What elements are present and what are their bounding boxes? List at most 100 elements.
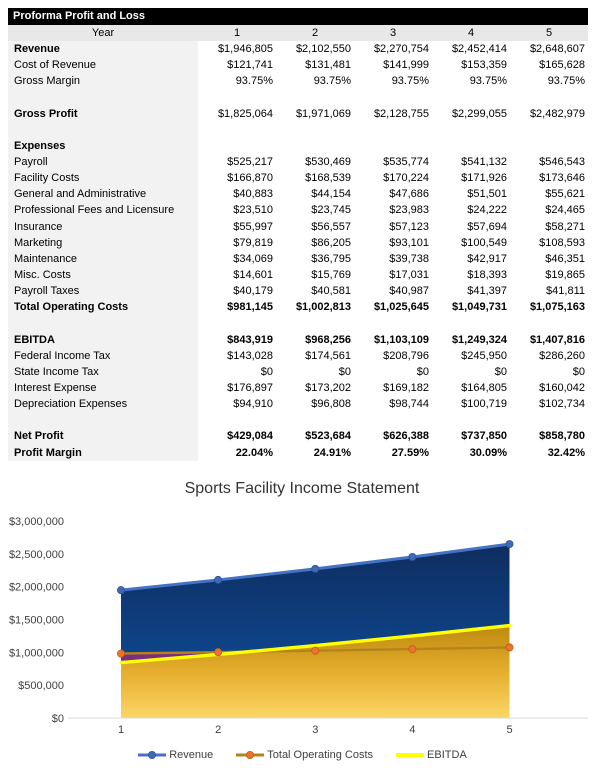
row-value-cell: [276, 89, 354, 106]
row-value-cell: $535,774: [354, 153, 432, 171]
row-value-cell: $23,745: [276, 202, 354, 219]
row-value-cell: $143,028: [198, 347, 276, 364]
row-value-cell: $40,883: [198, 186, 276, 203]
table-row: Gross Margin 93.75% 93.75% 93.75% 93.75% 93.7…: [8, 73, 588, 90]
row-label: [8, 412, 198, 429]
row-value-cell: $1,075,163: [510, 299, 588, 316]
legend-item-ebitda: EBITDA: [395, 749, 467, 761]
row-value-cell: $40,581: [276, 283, 354, 300]
row-value-cell: $165,628: [510, 57, 588, 74]
y-axis-tick-label: $1,000,000: [9, 647, 64, 659]
row-label: Insurance: [8, 218, 198, 235]
row-value-cell: $1,825,064: [198, 105, 276, 122]
table-row: Depreciation Expenses $94,910 $96,808 $98,7…: [8, 396, 588, 413]
year-header-cell: 1: [233, 27, 241, 39]
profit-and-loss-table: Proforma Profit and Loss Year 1 2 3 4 5 Reve…: [8, 8, 588, 461]
row-value-cell: $429,084: [198, 428, 276, 445]
report-rows: Revenue $1,946,805 $2,102,550 $2,270,754 $2,…: [8, 41, 588, 461]
year-header-cell: 2: [311, 27, 319, 39]
row-value-cell: $41,397: [432, 283, 510, 300]
chart-plot-area: $0 $500,000 $1,000,000 $1,500,000 $2,000,000…: [9, 516, 588, 736]
row-value-cell: $173,646: [510, 170, 588, 187]
y-axis-tick-label: $0: [52, 713, 64, 725]
row-value-cell: $100,549: [432, 234, 510, 251]
row-label: [8, 89, 198, 106]
row-value-cell: $2,648,607: [510, 41, 588, 58]
row-value-cell: $171,926: [432, 170, 510, 187]
row-value-cell: $286,260: [510, 347, 588, 364]
row-label: Total Operating Costs: [8, 299, 198, 316]
chart-title: Sports Facility Income Statement: [184, 480, 420, 497]
table-row: State Income Tax $0 $0 $0 $0 $0: [8, 363, 588, 380]
row-value-cell: 93.75%: [276, 73, 354, 90]
row-value-cell: $981,145: [198, 299, 276, 316]
row-value-cell: $17,031: [354, 266, 432, 284]
row-value-cell: $173,202: [276, 379, 354, 397]
row-value-cell: $108,593: [510, 234, 588, 251]
row-value-cell: [198, 412, 276, 429]
revenue-marker: [408, 552, 417, 561]
revenue-marker: [311, 564, 320, 573]
row-label: Payroll Taxes: [8, 283, 198, 300]
row-label: Revenue: [8, 41, 198, 58]
x-axis-tick-label: 3: [312, 724, 318, 736]
row-value-cell: [432, 137, 510, 154]
row-label: Misc. Costs: [8, 266, 198, 284]
row-value-cell: $19,865: [510, 266, 588, 284]
row-value-cell: [432, 412, 510, 429]
row-value-cell: [510, 89, 588, 106]
ebitda-legend-icon: [396, 753, 425, 757]
row-value-cell: $0: [198, 363, 276, 380]
row-label: Interest Expense: [8, 379, 198, 397]
row-label: [8, 121, 198, 138]
row-value-cell: $24,222: [432, 202, 510, 219]
revenue-marker: [117, 586, 126, 595]
row-value-cell: $42,917: [432, 250, 510, 267]
row-value-cell: $1,407,816: [510, 331, 588, 348]
row-value-cell: [276, 315, 354, 332]
row-value-cell: $1,249,324: [432, 331, 510, 348]
row-value-cell: 27.59%: [354, 444, 432, 461]
row-value-cell: $168,539: [276, 170, 354, 187]
total-operating-costs-marker: [505, 643, 514, 652]
table-row: Insurance $55,997 $56,557 $57,123 $57,694 $58…: [8, 218, 588, 235]
row-value-cell: $2,482,979: [510, 105, 588, 122]
total-operating-costs-marker: [214, 648, 223, 657]
row-label: Gross Margin: [8, 73, 198, 90]
row-value-cell: [198, 89, 276, 106]
row-value-cell: 32.42%: [510, 444, 588, 461]
row-value-cell: 93.75%: [198, 73, 276, 90]
table-row: Expenses: [8, 137, 588, 154]
row-label: Cost of Revenue: [8, 57, 198, 74]
row-value-cell: $47,686: [354, 186, 432, 203]
legend-item-revenue: Revenue: [137, 749, 213, 761]
row-value-cell: $2,102,550: [276, 41, 354, 58]
revenue-marker: [214, 575, 223, 584]
table-row: Revenue $1,946,805 $2,102,550 $2,270,754 $2,…: [8, 41, 588, 58]
row-value-cell: $96,808: [276, 396, 354, 413]
row-value-cell: $36,795: [276, 250, 354, 267]
row-value-cell: $57,123: [354, 218, 432, 235]
row-label: General and Administrative: [8, 186, 198, 203]
row-label: Marketing: [8, 234, 198, 251]
row-label: [8, 315, 198, 332]
row-value-cell: [354, 121, 432, 138]
row-value-cell: $15,769: [276, 266, 354, 284]
row-value-cell: $626,388: [354, 428, 432, 445]
row-value-cell: $86,205: [276, 234, 354, 251]
row-value-cell: $843,919: [198, 331, 276, 348]
row-value-cell: $737,850: [432, 428, 510, 445]
row-value-cell: [276, 412, 354, 429]
row-value-cell: $0: [432, 363, 510, 380]
x-axis-tick-label: 2: [215, 724, 221, 736]
row-value-cell: 24.91%: [276, 444, 354, 461]
table-row-spacer: [8, 121, 588, 138]
y-axis-tick-label: $3,000,000: [9, 516, 64, 528]
table-row: Professional Fees and Licensure $23,510 $2…: [8, 202, 588, 219]
row-value-cell: [510, 137, 588, 154]
row-value-cell: $2,299,055: [432, 105, 510, 122]
row-value-cell: $23,510: [198, 202, 276, 219]
table-row: EBITDA $843,919 $968,256 $1,103,109 $1,249,3…: [8, 331, 588, 348]
row-value-cell: $176,897: [198, 379, 276, 397]
row-value-cell: $164,805: [432, 379, 510, 397]
